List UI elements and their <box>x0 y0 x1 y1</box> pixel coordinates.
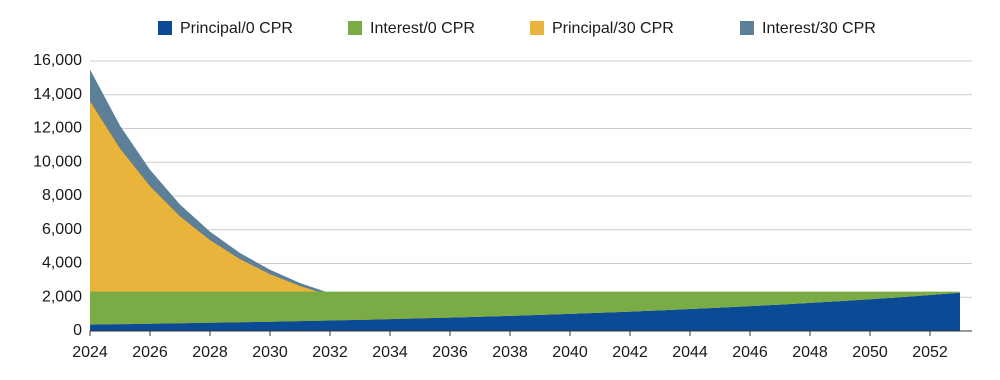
y-tick-label: 14,000 <box>33 86 82 103</box>
area <box>90 292 960 331</box>
area <box>90 291 960 325</box>
x-tick-label: 2028 <box>192 344 228 361</box>
legend-label: Interest/30 CPR <box>762 20 876 37</box>
y-tick-label: 6,000 <box>42 221 82 238</box>
y-tick-label: 4,000 <box>42 255 82 272</box>
x-tick-label: 2046 <box>732 344 768 361</box>
y-tick-label: 12,000 <box>33 120 82 137</box>
x-tick-label: 2038 <box>492 344 528 361</box>
y-tick-label: 8,000 <box>42 187 82 204</box>
x-tick-label: 2026 <box>132 344 168 361</box>
x-tick-label: 2030 <box>252 344 288 361</box>
legend-swatch <box>530 21 544 35</box>
legend-label: Principal/30 CPR <box>552 20 674 37</box>
x-tick-label: 2040 <box>552 344 588 361</box>
y-tick-label: 2,000 <box>42 288 82 305</box>
x-tick-label: 2042 <box>612 344 648 361</box>
x-tick-label: 2044 <box>672 344 708 361</box>
legend-swatch <box>740 21 754 35</box>
legend-swatch <box>348 21 362 35</box>
x-tick-label: 2032 <box>312 344 348 361</box>
legend-label: Interest/0 CPR <box>370 20 475 37</box>
legend-swatch <box>158 21 172 35</box>
y-tick-label: 10,000 <box>33 153 82 170</box>
x-tick-label: 2034 <box>372 344 408 361</box>
x-tick-label: 2048 <box>792 344 828 361</box>
x-tick-label: 2036 <box>432 344 468 361</box>
y-tick-label: 0 <box>73 322 82 339</box>
x-tick-label: 2052 <box>912 344 948 361</box>
x-tick-label: 2024 <box>72 344 108 361</box>
x-tick-label: 2050 <box>852 344 888 361</box>
y-tick-label: 16,000 <box>33 52 82 69</box>
legend-label: Principal/0 CPR <box>180 20 293 37</box>
